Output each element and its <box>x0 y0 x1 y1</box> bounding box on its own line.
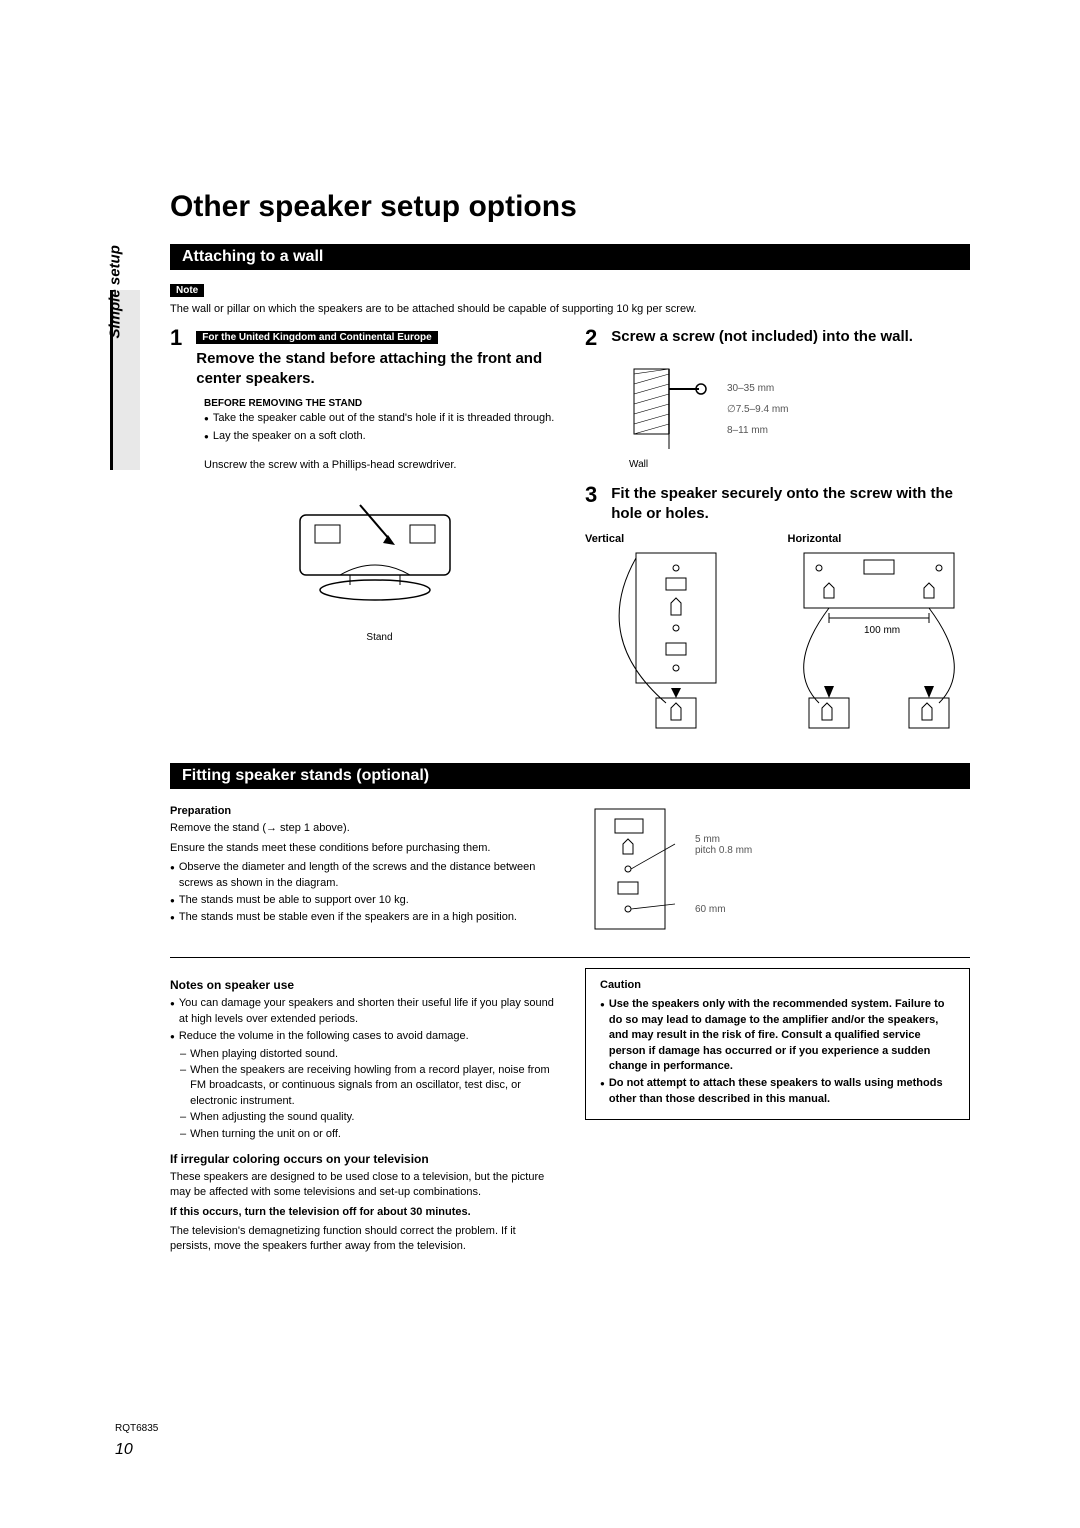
horizontal-diagram: 100 mm <box>788 545 971 745</box>
vertical-label: Vertical <box>585 533 768 545</box>
notes-d1: When playing distorted sound. <box>180 1047 555 1062</box>
step-2-title: Screw a screw (not included) into the wa… <box>611 327 970 349</box>
caution-b1: Use the speakers only with the recommend… <box>600 997 955 1074</box>
step1-bullet-1: Take the speaker cable out of the stand'… <box>204 411 555 426</box>
stand-caption: Stand <box>204 632 555 643</box>
unscrew-text: Unscrew the screw with a Phillips-head s… <box>204 458 555 473</box>
page-title: Other speaker setup options <box>150 190 970 224</box>
preparation-heading: Preparation <box>170 805 555 817</box>
stand-holes-diagram: 5 mm pitch 0.8 mm 60 mm <box>585 799 970 939</box>
notes-d2: When the speakers are receiving howling … <box>180 1063 555 1109</box>
side-section-label: Simple setup <box>107 245 124 338</box>
step-3-number: 3 <box>585 484 597 523</box>
prep-b3: The stands must be stable even if the sp… <box>170 910 555 925</box>
dim-5mm: 5 mm <box>695 834 752 845</box>
step-2-number: 2 <box>585 327 597 349</box>
prep-line1: Remove the stand (→ step 1 above). <box>170 821 555 836</box>
footer: RQT6835 10 <box>115 1421 158 1463</box>
notes-d4: When turning the unit on or off. <box>180 1127 555 1142</box>
wall-label: Wall <box>629 459 970 470</box>
caution-b2: Do not attempt to attach these speakers … <box>600 1076 955 1107</box>
vertical-diagram <box>585 545 768 745</box>
notes-speaker-heading: Notes on speaker use <box>170 978 555 992</box>
step1-bullet-2: Lay the speaker on a soft cloth. <box>204 429 555 444</box>
step-1-number: 1 <box>170 327 182 388</box>
horizontal-label: Horizontal <box>788 533 971 545</box>
tv-p2: If this occurs, turn the television off … <box>170 1205 555 1220</box>
tv-p1: These speakers are designed to be used c… <box>170 1170 555 1201</box>
tv-heading: If irregular coloring occurs on your tel… <box>170 1152 555 1166</box>
notes-d3: When adjusting the sound quality. <box>180 1110 555 1125</box>
step-1-title: Remove the stand before attaching the fr… <box>196 349 555 388</box>
prep-line2: Ensure the stands meet these conditions … <box>170 841 555 856</box>
dim-7-9: ∅7.5–9.4 mm <box>727 404 789 415</box>
hdim-text: 100 mm <box>864 625 900 636</box>
dim-pitch: pitch 0.8 mm <box>695 845 752 856</box>
dim-60mm: 60 mm <box>695 904 752 915</box>
note-text: The wall or pillar on which the speakers… <box>170 302 970 317</box>
stand-diagram <box>204 480 555 630</box>
section-attaching-wall: Attaching to a wall <box>170 244 970 270</box>
dim-8-11: 8–11 mm <box>727 425 789 436</box>
dim-30-35: 30–35 mm <box>727 383 789 394</box>
doc-code: RQT6835 <box>115 1421 158 1437</box>
wall-screw-diagram: 30–35 mm ∅7.5–9.4 mm 8–11 mm <box>619 359 970 459</box>
tv-p3: The television's demagnetizing function … <box>170 1224 555 1255</box>
region-badge: For the United Kingdom and Continental E… <box>196 331 437 344</box>
page-number: 10 <box>115 1437 158 1463</box>
notes-b2: Reduce the volume in the following cases… <box>170 1029 555 1044</box>
notes-b1: You can damage your speakers and shorten… <box>170 996 555 1027</box>
prep-b1: Observe the diameter and length of the s… <box>170 860 555 891</box>
before-removing-heading: BEFORE REMOVING THE STAND <box>204 398 555 409</box>
divider <box>170 957 970 958</box>
note-badge: Note <box>170 284 204 297</box>
caution-box: Caution Use the speakers only with the r… <box>585 968 970 1120</box>
prep-b2: The stands must be able to support over … <box>170 893 555 908</box>
caution-heading: Caution <box>600 979 955 991</box>
section-fitting-stands: Fitting speaker stands (optional) <box>170 763 970 789</box>
step-3-title: Fit the speaker securely onto the screw … <box>611 484 970 523</box>
